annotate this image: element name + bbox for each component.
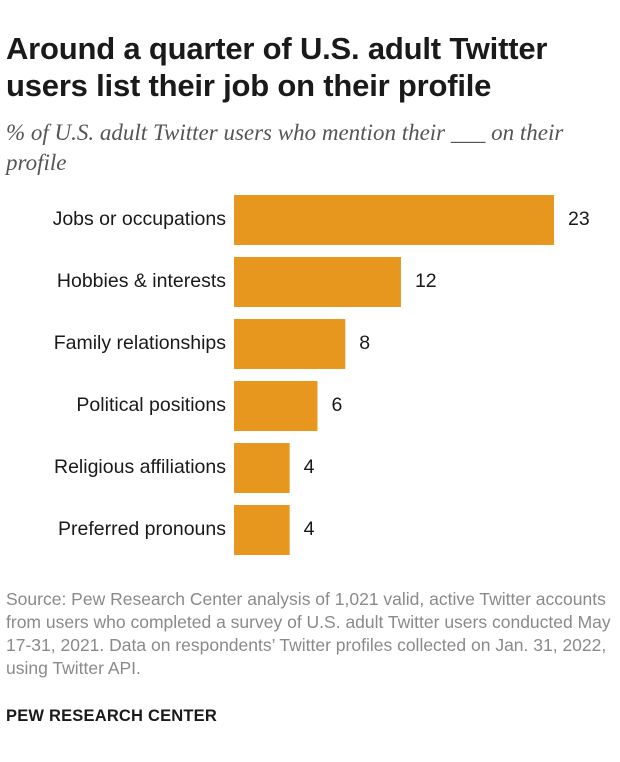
value-label: 6 <box>331 394 342 416</box>
category-label: Jobs or occupations <box>53 208 227 230</box>
category-label: Political positions <box>76 394 226 416</box>
chart-title: Around a quarter of U.S. adult Twitter u… <box>6 31 548 103</box>
category-label: Hobbies & interests <box>57 270 226 292</box>
brand-label: PEW RESEARCH CENTER <box>6 707 217 725</box>
value-label: 4 <box>304 456 315 478</box>
value-label: 12 <box>415 270 437 292</box>
bar-chart: Jobs or occupations 23 Hobbies & interests… <box>53 195 590 555</box>
bar <box>234 319 346 369</box>
bar <box>234 505 290 555</box>
bar <box>234 381 318 431</box>
chart-subtitle: % of U.S. adult Twitter users who mentio… <box>6 120 564 175</box>
source-note: Source: Pew Research Center analysis of … <box>6 589 611 678</box>
bar <box>234 443 290 493</box>
category-label: Preferred pronouns <box>58 518 226 540</box>
category-label: Religious affiliations <box>54 456 226 478</box>
value-label: 23 <box>568 208 590 230</box>
value-label: 4 <box>304 518 315 540</box>
value-label: 8 <box>359 332 370 354</box>
bar <box>234 195 554 245</box>
category-label: Family relationships <box>54 332 227 354</box>
bar <box>234 257 401 307</box>
